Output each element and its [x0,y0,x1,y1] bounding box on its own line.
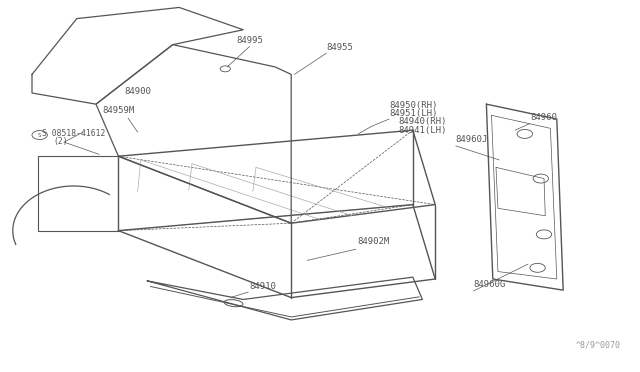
Text: ^8/9^0070: ^8/9^0070 [576,341,621,350]
Text: (2): (2) [54,137,68,146]
Text: 84940(RH): 84940(RH) [398,118,447,126]
Text: 84950(RH): 84950(RH) [389,101,438,110]
Text: 84902M: 84902M [357,237,389,246]
Text: 84955: 84955 [326,43,353,52]
Text: 84959M: 84959M [102,106,134,115]
Text: 84910: 84910 [250,282,276,291]
Text: S: S [38,132,42,138]
Text: S 08518-41612: S 08518-41612 [42,129,105,138]
Text: 84960: 84960 [530,113,557,122]
Text: 84995: 84995 [236,36,263,45]
Text: 84960G: 84960G [474,280,506,289]
Text: 84900: 84900 [124,87,151,96]
Text: 84941(LH): 84941(LH) [398,126,447,135]
Text: 84951(LH): 84951(LH) [389,109,438,118]
Text: 84960J: 84960J [456,135,488,144]
